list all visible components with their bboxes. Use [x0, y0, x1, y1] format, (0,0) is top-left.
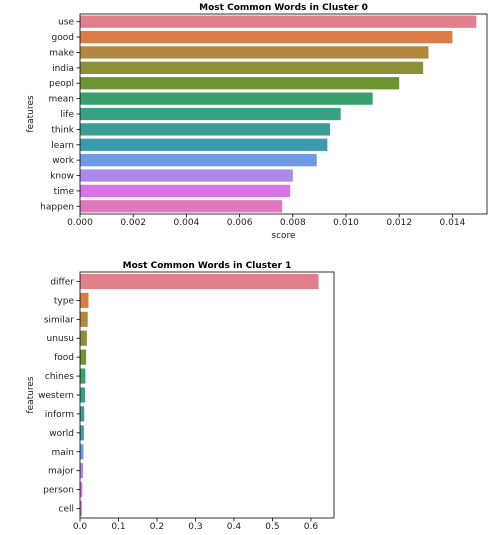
chart0-xtick-label: 0.006 [227, 218, 253, 228]
chart1-xtick-label: 0.2 [150, 522, 164, 532]
chart0-xtick-label: 0.004 [174, 218, 200, 228]
chart1-xtick-label: 0.0 [73, 522, 88, 532]
chart0-category-label: know [50, 172, 74, 182]
chart1-category-label: inform [45, 410, 74, 420]
chart0-category-label: think [51, 125, 74, 135]
chart0-bar-happen [80, 200, 283, 213]
chart0-bar-india [80, 61, 424, 74]
chart1-bar-main [80, 444, 84, 460]
chart1-category-label: main [52, 448, 75, 458]
chart1-category-label: differ [50, 277, 74, 287]
chart1-bar-world [80, 425, 84, 441]
chart0-bar-good [80, 30, 453, 44]
chart0-category-label: india [52, 64, 74, 74]
chart0-bar-use [80, 15, 477, 28]
chart1-plot-frame [79, 271, 335, 519]
chart0-category-label: peopl [49, 79, 74, 89]
chart1-y-axis-label: features [26, 376, 36, 413]
chart0-plot-frame [79, 13, 488, 215]
chart0-category-label: time [54, 187, 75, 197]
chart1-bar-major [80, 463, 84, 479]
chart0-xtick-label: 0.002 [120, 218, 146, 228]
chart0-bar-peopl [80, 77, 400, 90]
chart0-y-axis-label: features [26, 95, 36, 132]
chart1-bar-western [80, 387, 86, 403]
chart1-bar-similar [80, 311, 88, 327]
chart1-title: Most Common Words in Cluster 1 [123, 261, 292, 271]
chart1-category-label: chines [45, 372, 74, 382]
chart1-xtick-label: 0.4 [227, 522, 242, 532]
chart1-bar-differ [80, 273, 319, 290]
chart1-xtick-label: 0.5 [265, 522, 279, 532]
chart1-bar-food [80, 349, 87, 365]
chart0-x-axis-label: score [271, 231, 296, 241]
chart0-bar-learn [80, 138, 328, 151]
chart1-category-label: similar [44, 315, 74, 325]
chart1-category-label: cell [59, 505, 75, 515]
chart1-xtick-label: 0.3 [188, 522, 202, 532]
chart1-category-label: major [48, 467, 74, 477]
chart0-category-label: work [52, 156, 75, 166]
chart1-bar-inform [80, 406, 85, 422]
chart0-bar-life [80, 107, 341, 121]
chart1-bar-unusu [80, 330, 87, 346]
chart1-bar-person [80, 482, 83, 498]
chart0-category-label: use [58, 18, 74, 28]
chart0-bar-think [80, 123, 331, 136]
chart0-xtick-label: 0.010 [333, 218, 359, 228]
chart1-xtick-label: 0.6 [304, 522, 319, 532]
chart0-bar-work [80, 154, 317, 167]
chart0-bar-mean [80, 92, 373, 105]
chart1-xtick-label: 0.1 [111, 522, 125, 532]
chart0-category-label: make [49, 48, 74, 58]
chart0-category-label: mean [48, 95, 74, 105]
chart0-category-label: life [60, 110, 74, 120]
chart0-title: Most Common Words in Cluster 0 [199, 3, 368, 13]
chart0-bar-time [80, 184, 291, 198]
chart1-category-label: world [49, 429, 74, 439]
chart0-xtick-label: 0.008 [280, 218, 306, 228]
chart0-xtick-label: 0.014 [440, 218, 466, 228]
chart1-category-label: western [38, 391, 74, 401]
chart0-xtick-label: 0.000 [67, 218, 93, 228]
chart1-bar-chines [80, 368, 86, 384]
chart0-xtick-label: 0.012 [386, 218, 412, 228]
chart0-category-label: good [52, 33, 74, 43]
chart1-category-label: person [43, 486, 74, 496]
chart0-category-label: learn [51, 141, 74, 151]
chart0-category-label: happen [40, 202, 74, 212]
chart0-bar-make [80, 46, 429, 59]
chart1-category-label: type [54, 296, 75, 306]
chart1-bar-type [80, 292, 89, 308]
chart1-bar-cell [80, 500, 82, 517]
chart1-category-label: food [54, 353, 74, 363]
chart0-bar-know [80, 169, 293, 182]
chart1-category-label: unusu [46, 334, 74, 344]
